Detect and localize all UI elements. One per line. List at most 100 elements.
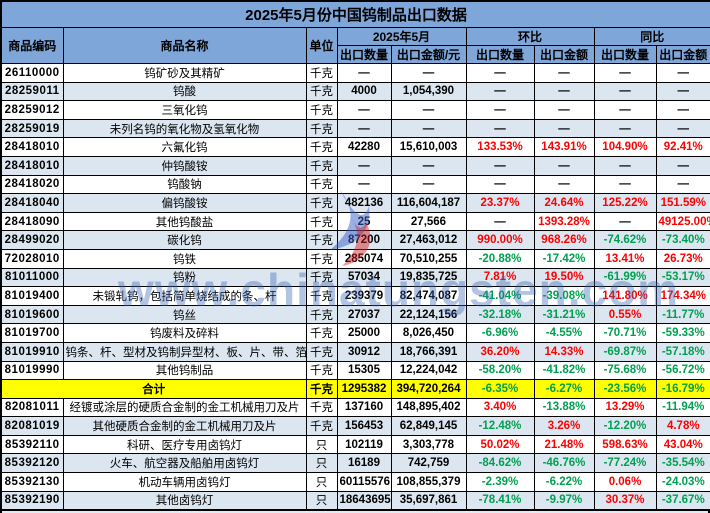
cell-product-name: 碳化钨 <box>62 230 307 250</box>
table-row: 28259012 三氧化钨 千克 — — — — — — <box>0 100 710 120</box>
cell-export-amount: — <box>390 174 467 195</box>
cell-product-name: 钨矿砂及其精矿 <box>62 63 307 83</box>
cell-yoy-qty: -61.99% <box>593 267 657 288</box>
cell-export-qty: — <box>336 100 392 120</box>
cell-yoy-qty: 13.41% <box>593 248 657 269</box>
cell-unit: 千克 <box>305 360 338 381</box>
cell-export-qty: 15305 <box>336 360 392 381</box>
cell-yoy-amount: -24.03% <box>655 472 710 492</box>
cell-export-qty: 102119 <box>336 434 392 455</box>
cell-export-qty: 25 <box>336 211 392 232</box>
table-row: 81019400 未锻轧钨，包括简单烧结成的条、杆 千克 239379 82,474,0… <box>0 286 710 306</box>
cell-mom-amount: 24.64% <box>533 193 595 213</box>
cell-export-amount: 148,895,402 <box>390 397 467 418</box>
cell-mom-amount: 968.26% <box>533 230 595 250</box>
cell-mom-qty: — <box>465 174 535 195</box>
cell-yoy-amount: — <box>655 174 710 195</box>
cell-export-amount: 19,835,725 <box>390 267 467 288</box>
cell-product-name: 未列名钨的氧化物及氢氧化物 <box>62 118 307 139</box>
cell-unit: 千克 <box>305 118 338 139</box>
cell-mom-qty: -12.48% <box>465 416 535 436</box>
cell-product-code: 85392120 <box>0 453 64 474</box>
cell-mom-amount: 1393.28% <box>533 211 595 232</box>
total-row: 合计 千克 1295382 394,720,264 -6.35% -6.27% -23.56… <box>0 379 710 399</box>
cell-export-qty: 156453 <box>336 416 392 436</box>
cell-mom-amount: -46.76% <box>533 453 595 474</box>
cell-unit: 千克 <box>305 286 338 306</box>
col-group-month: 2025年5月 <box>336 27 467 46</box>
cell-yoy-amount: 43.04% <box>655 434 710 455</box>
cell-yoy-qty: -12.20% <box>593 416 657 436</box>
cell-product-name: 其他硬质合金制的金工机械用刀及片 <box>62 416 307 436</box>
cell-export-amount: 8,026,450 <box>390 323 467 343</box>
cell-yoy-qty: — <box>593 100 657 120</box>
cell-product-name: 钨丝 <box>62 304 307 325</box>
cell-yoy-qty: — <box>593 63 657 83</box>
cell-mom-qty: — <box>465 155 535 176</box>
cell-unit: 千克 <box>305 248 338 269</box>
cell-unit: 千克 <box>305 174 338 195</box>
table-row: 85392120 火车、航空器及船舶用卤钨灯只 16189 742,759 -84.62… <box>0 453 710 474</box>
cell-export-amount: — <box>390 155 467 176</box>
cell-yoy-qty: 13.29% <box>593 397 657 418</box>
cell-mom-amount: -13.88% <box>533 397 595 418</box>
cell-export-amount: 70,510,255 <box>390 248 467 269</box>
cell-unit: 千克 <box>305 267 338 288</box>
cell-mom-qty: 36.20% <box>465 341 535 362</box>
table-row: 81019600 钨丝 千克 27037 22,124,156 -32.18% -31.21… <box>0 304 710 325</box>
cell-unit: 只 <box>305 472 338 492</box>
cell-yoy-amount: -35.54% <box>655 453 710 474</box>
cell-yoy-qty: -23.56% <box>593 379 657 399</box>
cell-unit: 千克 <box>305 379 338 399</box>
cell-yoy-qty: — <box>593 155 657 176</box>
cell-product-name: 钨粉 <box>62 267 307 288</box>
table-row: 85392190 其他卤钨灯只 18643695 35,697,861 -78.41% -… <box>0 490 710 511</box>
table-row: 28418010 六氟化钨 千克 42280 15,610,003 133.53% 143.… <box>0 137 710 157</box>
cell-mom-qty: 7.81% <box>465 267 535 288</box>
cell-export-amount: 27,463,012 <box>390 230 467 250</box>
table-row: 28259011 钨酸 千克 4000 1,054,390— — — — <box>0 81 710 102</box>
cell-mom-qty: -32.18% <box>465 304 535 325</box>
cell-product-name: 仲钨酸铵 <box>62 155 307 176</box>
cell-unit: 千克 <box>305 81 338 102</box>
cell-export-qty: 57034 <box>336 267 392 288</box>
cell-product-code: 28418090 <box>0 211 64 232</box>
cell-yoy-qty: — <box>593 174 657 195</box>
col-header-product-name: 商品名称 <box>62 27 307 64</box>
cell-yoy-amount: 4.78% <box>655 416 710 436</box>
cell-mom-amount: — <box>533 155 595 176</box>
cell-unit: 千克 <box>305 397 338 418</box>
col-header-export-amount-yoy: 出口金额 <box>655 45 710 64</box>
cell-export-qty: 42280 <box>336 137 392 157</box>
cell-yoy-qty: 0.06% <box>593 472 657 492</box>
cell-yoy-qty: — <box>593 118 657 139</box>
cell-unit: 千克 <box>305 304 338 325</box>
cell-yoy-amount: 49125.00% <box>655 211 710 232</box>
cell-yoy-qty: 141.80% <box>593 286 657 306</box>
cell-product-code: 81011000 <box>0 267 64 288</box>
cell-product-name: 其他钨酸盐 <box>62 211 307 232</box>
cell-product-code: 28259012 <box>0 100 64 120</box>
cell-mom-qty: 990.00% <box>465 230 535 250</box>
cell-export-qty: — <box>336 174 392 195</box>
cell-export-qty: — <box>336 118 392 139</box>
cell-yoy-amount: -56.72% <box>655 360 710 381</box>
cell-product-code: 26110000 <box>0 63 64 83</box>
table-row: 28259019 未列名钨的氧化物及氢氧化物 千克 — — — — — — <box>0 118 710 139</box>
cell-mom-amount: -9.97% <box>533 490 595 511</box>
cell-mom-amount: -6.22% <box>533 472 595 492</box>
cell-yoy-amount: 26.73% <box>655 248 710 269</box>
cell-mom-qty: 23.37% <box>465 193 535 213</box>
title-row: 2025年5月份中国钨制品出口数据 <box>0 0 710 28</box>
cell-product-name: 未锻轧钨，包括简单烧结成的条、杆 <box>62 286 307 306</box>
cell-mom-qty: -78.41% <box>465 490 535 511</box>
cell-mom-qty: -20.88% <box>465 248 535 269</box>
cell-yoy-qty: — <box>593 211 657 232</box>
cell-product-code: 85392130 <box>0 472 64 492</box>
cell-mom-amount: — <box>533 118 595 139</box>
cell-mom-amount: 14.33% <box>533 341 595 362</box>
col-header-export-amount-mom: 出口金额 <box>533 45 595 64</box>
cell-product-code: 82081011 <box>0 397 64 418</box>
cell-mom-amount: — <box>533 63 595 83</box>
table-row: 26110000 钨矿砂及其精矿 千克 — — — — — — <box>0 63 710 83</box>
